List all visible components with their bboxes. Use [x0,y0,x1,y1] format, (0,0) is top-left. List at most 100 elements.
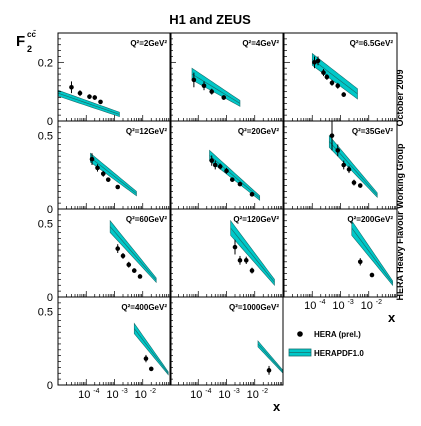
herapdf-band [230,219,275,287]
data-point [346,167,352,172]
y-tick-label: 0.5 [38,307,53,319]
panel-3: Q²=12GeV² 0 0.5 [38,120,172,216]
y-label-main: F [16,33,25,50]
panel-8: Q²=200GeV² [283,208,398,298]
panel-1: Q²=4GeV² [169,32,284,122]
x-tick-label: 10 [332,300,344,312]
side-text-bottom: HERA Heavy Flavour Working Group [395,143,405,301]
panel-5: Q²=35GeV² [283,120,398,210]
data-point [341,162,347,168]
data-point [69,84,74,90]
q2-label: Q²=6.5GeV² [350,39,394,48]
herapdf-band [109,219,157,284]
data-point [266,368,272,373]
data-point [357,183,363,188]
panel-2: Q²=6.5GeV² [283,32,398,122]
x-axis-right-column: 10 -4 10 -3 10 -2x [304,299,396,325]
q2-label: Q²=200GeV² [347,215,393,224]
data-point [312,60,317,65]
herapdf-central-line [191,73,241,104]
x-tick-label: 10 [106,389,118,401]
q2-label: Q²=35GeV² [352,127,393,136]
herapdf-central-line [109,226,157,281]
x-axis-label-bottom: x [273,399,281,414]
data-point [249,192,255,197]
data-point [137,274,143,279]
panel-0: Q²=2GeV² 0 0.2 [38,32,172,128]
legend-point-marker [297,331,303,337]
data-point [357,259,363,265]
x-tick-exponent: -3 [348,299,354,306]
data-point [324,74,330,80]
q2-label: Q²=4GeV² [242,39,279,48]
x-tick-exponent: -4 [93,388,99,395]
data-point [249,268,255,273]
x-tick-label: 10 [304,300,316,312]
y-tick-label: 0 [47,292,53,304]
panel-6: Q²=60GeV² 0 0.5 [38,208,172,304]
data-point [201,83,207,89]
x-tick-label: 10 [190,389,202,401]
data-point [209,89,215,94]
x-tick-label: 10 [247,389,259,401]
q2-label: Q²=2GeV² [130,39,167,48]
data-point [126,262,132,268]
q2-label: Q²=12GeV² [126,127,167,136]
data-point [89,156,95,162]
panel-grid: Q²=2GeV² 0 0.2 Q²=4GeV² Q²=6.5GeV² Q²=12GeV² 0… [38,32,398,392]
y-tick-label: 0 [47,204,53,216]
legend-label-points: HERA (prel.) [314,330,361,339]
herapdf-central-line [209,155,260,199]
q2-label: Q²=20GeV² [238,127,279,136]
panel-10: Q²=1000GeV² [169,296,284,386]
data-point [232,244,238,250]
x-tick-exponent: -3 [234,388,240,395]
data-point [329,133,335,138]
x-tick-label: 10 [135,389,147,401]
legend: HERA (prel.) HERAPDF1.0 [288,330,364,358]
herapdf-band [328,134,378,199]
y-label-superscript: cc̄ [27,30,37,39]
y-tick-label: 0.5 [38,219,53,231]
x-axis-bottom-rows: 10 -4 10 -3 10 -2 10 -4 10 -3 10 -2x [78,388,281,414]
herapdf-central-line [230,227,275,283]
data-point [351,180,357,185]
legend-label-band: HERAPDF1.0 [314,349,364,358]
q2-label: Q²=400GeV² [121,303,167,312]
x-tick-exponent: -3 [122,388,128,395]
y-tick-label: 0 [47,116,53,128]
data-point [243,258,249,263]
data-point [229,177,235,182]
x-tick-exponent: -2 [376,299,382,306]
data-point [341,92,347,97]
q2-label: Q²=60GeV² [126,215,167,224]
data-point [115,184,121,190]
y-tick-label: 0.5 [38,131,53,143]
data-point [115,246,121,251]
data-point [148,366,154,372]
x-axis-label-right: x [388,310,396,325]
side-text-top: October 2009 [395,69,405,126]
data-point [221,95,227,100]
data-point [321,70,326,75]
data-point [212,162,218,168]
data-point [335,148,341,153]
data-point [100,171,106,177]
panel-7: Q²=120GeV² [169,208,284,298]
x-tick-exponent: -4 [205,388,211,395]
y-label-subscript: 2 [27,44,32,54]
herapdf-central-line [90,157,137,194]
chart-title: H1 and ZEUS [169,12,251,27]
data-point [105,177,111,182]
herapdf-central-line [312,59,358,95]
x-tick-exponent: -4 [319,299,325,306]
data-point [143,356,149,361]
herapdf-band [90,152,137,197]
herapdf-band [191,67,241,107]
data-point [87,94,92,99]
y-axis-label: F cc̄ 2 [16,30,37,54]
data-point [237,258,243,263]
q2-label: Q²=120GeV² [233,215,279,224]
data-point [77,90,83,96]
